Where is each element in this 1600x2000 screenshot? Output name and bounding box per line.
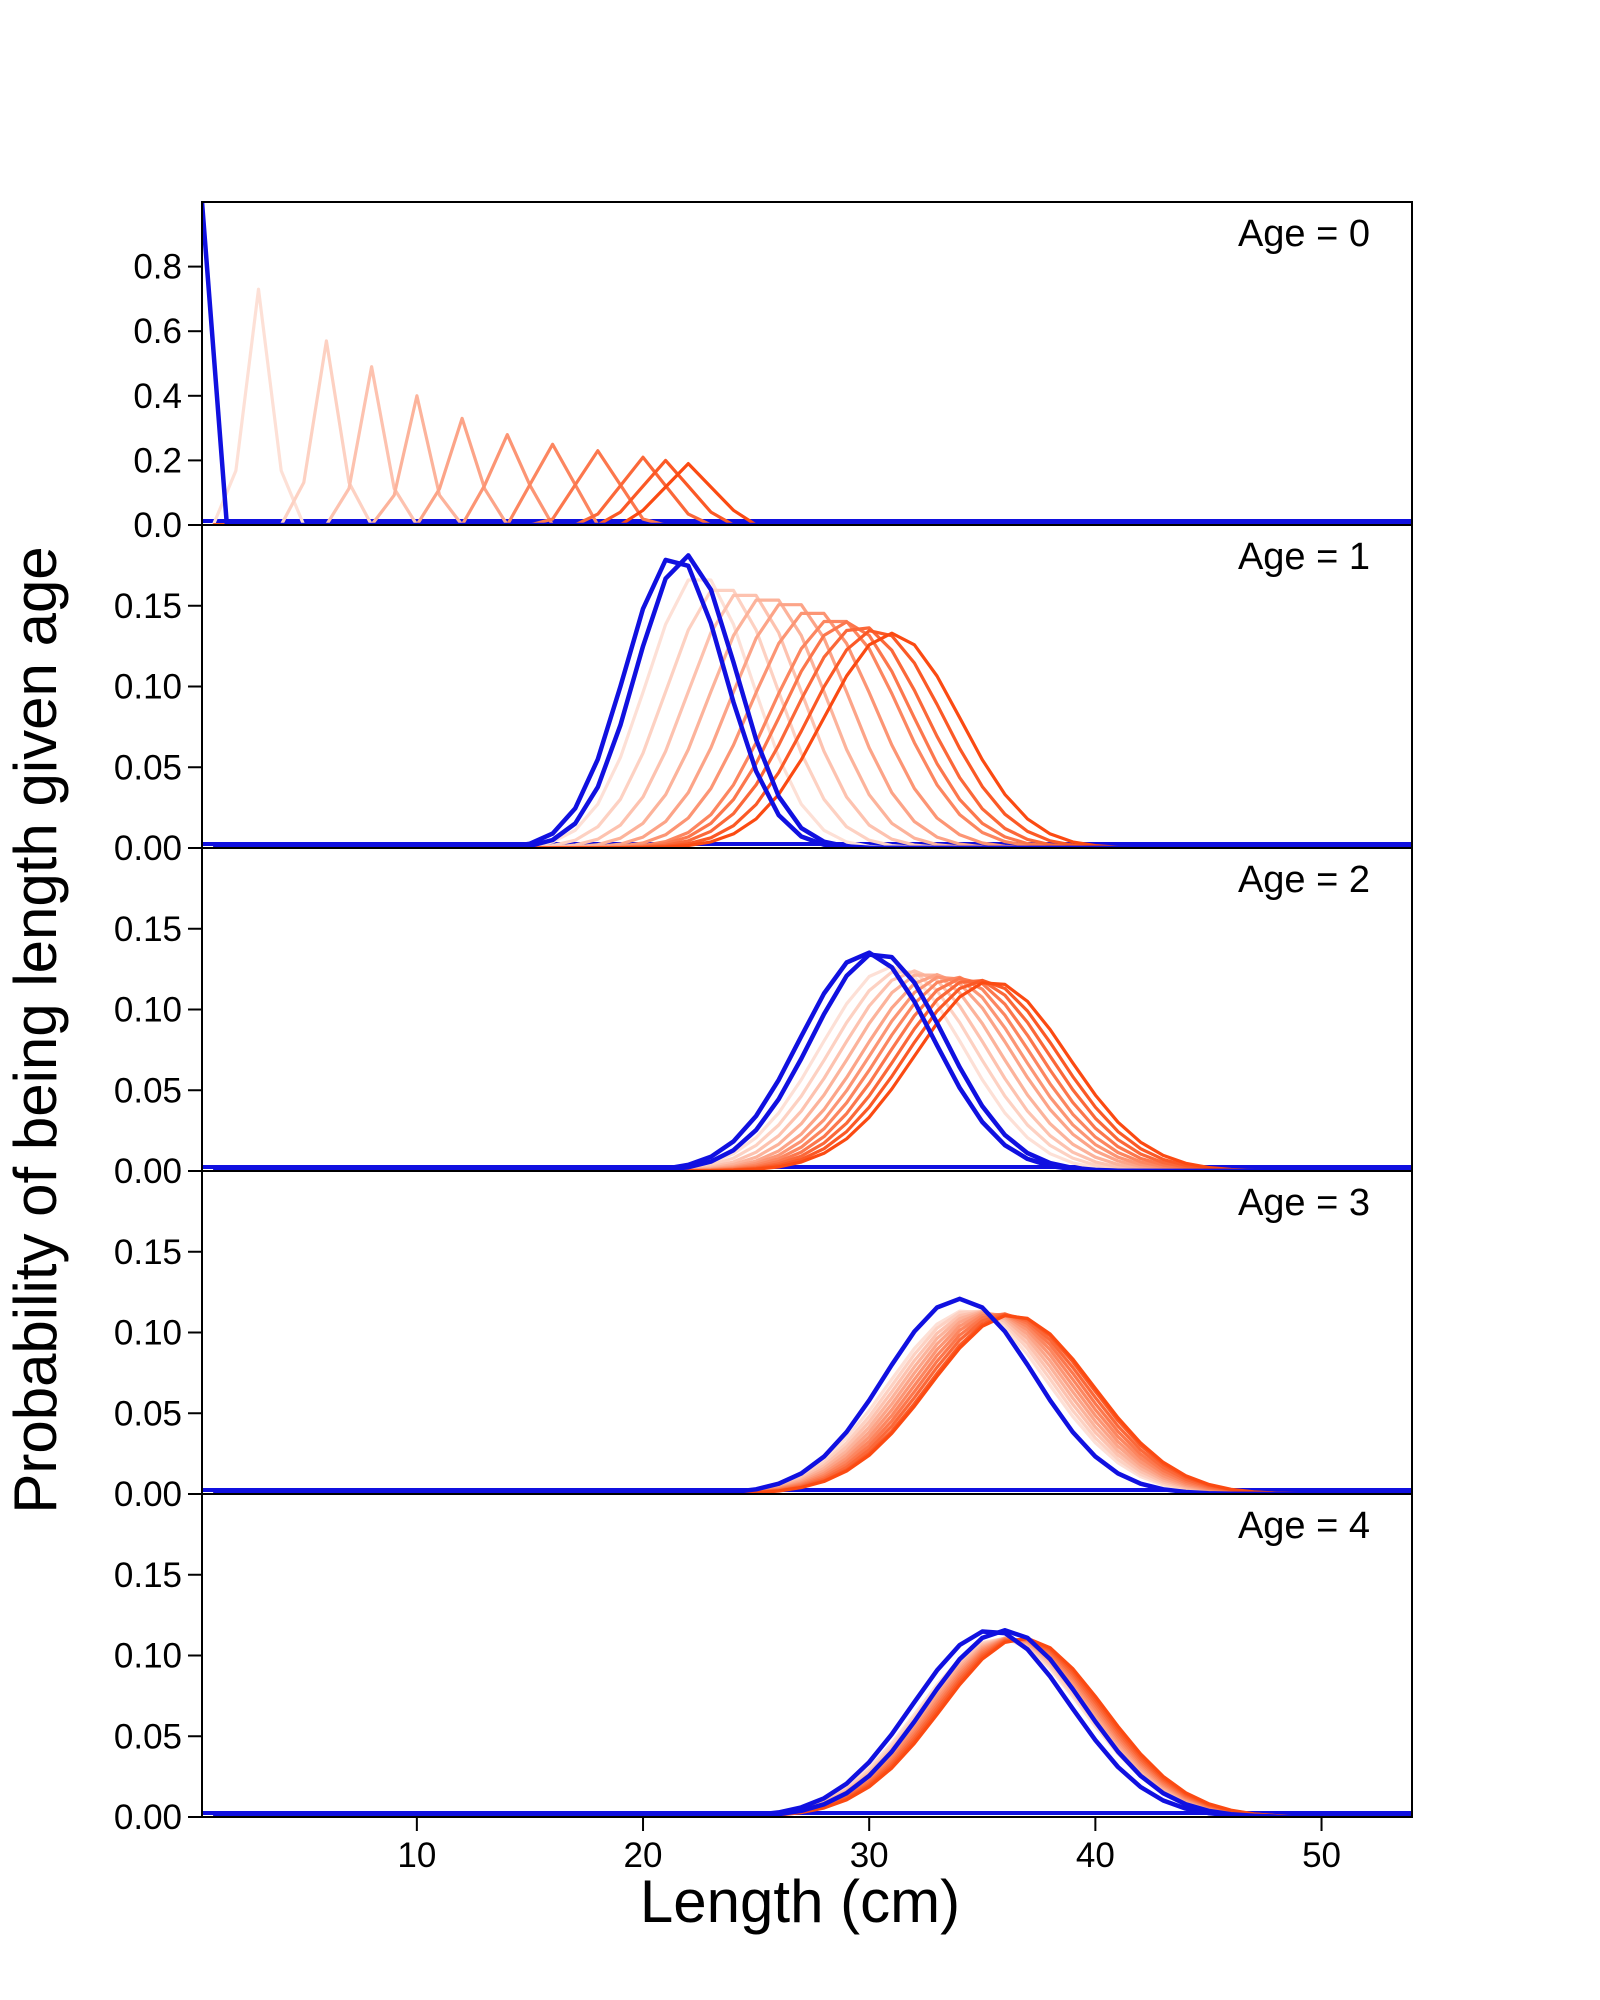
orange-series-2-5: [213, 975, 1412, 1171]
orange-series-1-9: [213, 629, 1412, 848]
y-tick-label-1-3: 0.15: [114, 587, 182, 626]
y-tick-label-4-3: 0.15: [114, 1556, 182, 1595]
panel-label-1: Age = 1: [1238, 536, 1370, 578]
orange-series-2-2: [213, 969, 1412, 1171]
orange-series-2-6: [213, 975, 1412, 1171]
orange-series-4-6: [213, 1637, 1412, 1817]
orange-series-1-7: [213, 620, 1412, 848]
orange-series-2-0: [213, 964, 1412, 1171]
orange-series-4-3: [213, 1636, 1412, 1817]
panel-age-3: 0.00 0.05 0.10 0.15 Age = 3: [114, 1170, 1413, 1514]
orange-series-2-10: [213, 981, 1412, 1171]
y-tick-label-0-4: 0.8: [133, 248, 182, 287]
y-tick-label-0-1: 0.2: [133, 441, 182, 480]
panel-series-0: [202, 202, 1412, 525]
orange-series-1-0: [213, 578, 1412, 848]
orange-series-0-9: [213, 458, 1412, 525]
blue-series-2-0: [213, 950, 1412, 1171]
y-axis-title: Probability of being length given age: [2, 546, 69, 1513]
panel-frame-4: [201, 1493, 1413, 1818]
orange-series-4-1: [213, 1636, 1412, 1817]
y-tick-label-1-1: 0.05: [114, 748, 182, 787]
orange-series-1-5: [213, 611, 1412, 848]
blue-series-3-0: [213, 1296, 1412, 1494]
y-tick-label-2-0: 0.00: [114, 1152, 182, 1191]
blue-series-1-0: [213, 557, 1412, 848]
y-tick-label-2-1: 0.05: [114, 1071, 182, 1110]
orange-series-4-5: [213, 1637, 1412, 1817]
y-tick-label-0-3: 0.6: [133, 312, 182, 351]
x-tick-label-2: 30: [850, 1836, 889, 1875]
orange-series-4-4: [213, 1636, 1412, 1817]
orange-series-3-10: [213, 1314, 1412, 1494]
y-tick-label-3-2: 0.10: [114, 1314, 182, 1353]
x-axis-title: Length (cm): [640, 1868, 960, 1935]
panel-label-4: Age = 4: [1238, 1505, 1370, 1547]
x-tick-label-0: 10: [397, 1836, 436, 1875]
y-tick-label-3-0: 0.00: [114, 1475, 182, 1514]
x-tick-label-1: 20: [624, 1836, 663, 1875]
orange-series-1-1: [213, 588, 1412, 848]
orange-series-1-2: [213, 593, 1412, 848]
panel-label-3: Age = 3: [1238, 1182, 1370, 1224]
blue-series-4-1: [213, 1627, 1412, 1817]
blue-series-0-0: [202, 202, 1412, 525]
orange-series-2-1: [213, 970, 1412, 1171]
panel-age-4: 0.00 0.05 0.10 0.15 Age = 4: [114, 1493, 1413, 1837]
panel-age-2: 0.00 0.05 0.10 0.15 Age = 2: [114, 847, 1413, 1191]
orange-series-1-10: [213, 631, 1412, 848]
orange-series-1-8: [213, 626, 1412, 848]
panel-frame-3: [201, 1170, 1413, 1495]
orange-series-0-3: [213, 394, 1412, 525]
blue-series-4-0: [213, 1629, 1412, 1817]
panel-frame-0: [201, 201, 1413, 526]
orange-series-4-7: [213, 1638, 1412, 1817]
y-tick-label-4-2: 0.10: [114, 1637, 182, 1676]
x-tick-label-3: 40: [1076, 1836, 1115, 1875]
y-tick-label-0-2: 0.4: [133, 377, 182, 416]
panel-series-4: [202, 1627, 1412, 1817]
orange-series-4-2: [213, 1636, 1412, 1817]
orange-series-0-8: [213, 455, 1412, 525]
panel-age-0: 0.0 0.2 0.4 0.6 0.8 Age = 0: [133, 201, 1413, 545]
orange-series-2-4: [213, 973, 1412, 1171]
orange-series-0-2: [213, 365, 1412, 525]
y-tick-label-1-2: 0.10: [114, 668, 182, 707]
x-axis: 10 20 30 40 50: [397, 1817, 1341, 1875]
blue-series-2-1: [213, 952, 1412, 1171]
y-tick-label-4-1: 0.05: [114, 1717, 182, 1756]
orange-series-2-7: [213, 976, 1412, 1171]
x-tick-label-4: 50: [1302, 1836, 1341, 1875]
blue-series-1-1: [213, 553, 1412, 848]
orange-series-2-3: [213, 973, 1412, 1171]
orange-series-1-3: [213, 598, 1412, 848]
orange-series-4-0: [213, 1636, 1412, 1817]
y-tick-label-0-0: 0.0: [133, 506, 182, 545]
panel-label-0: Age = 0: [1238, 213, 1370, 255]
orange-series-1-6: [213, 619, 1412, 848]
panel-frame-2: [201, 847, 1413, 1172]
orange-series-0-4: [213, 416, 1412, 525]
orange-series-1-4: [213, 603, 1412, 848]
y-tick-label-2-3: 0.15: [114, 910, 182, 949]
panel-age-1: 0.00 0.05 0.10 0.15 Age = 1: [114, 524, 1413, 868]
panel-series-1: [202, 553, 1412, 848]
y-tick-label-4-0: 0.00: [114, 1798, 182, 1837]
orange-series-4-9: [213, 1637, 1412, 1817]
panel-series-2: [202, 950, 1412, 1171]
panel-label-2: Age = 2: [1238, 859, 1370, 901]
y-tick-label-1-0: 0.00: [114, 829, 182, 868]
y-tick-label-2-2: 0.10: [114, 991, 182, 1030]
chart-panels: 0.0 0.2 0.4 0.6 0.8 Age = 0 0.00 0.05 0.10 0.15 Ag…: [114, 201, 1413, 1837]
y-tick-label-3-3: 0.15: [114, 1233, 182, 1272]
orange-series-4-10: [213, 1636, 1412, 1817]
orange-series-4-8: [213, 1637, 1412, 1817]
y-tick-label-3-1: 0.05: [114, 1394, 182, 1433]
panel-series-3: [202, 1296, 1412, 1494]
